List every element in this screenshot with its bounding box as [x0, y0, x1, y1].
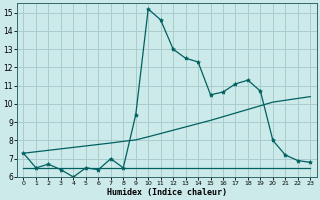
X-axis label: Humidex (Indice chaleur): Humidex (Indice chaleur): [107, 188, 227, 197]
